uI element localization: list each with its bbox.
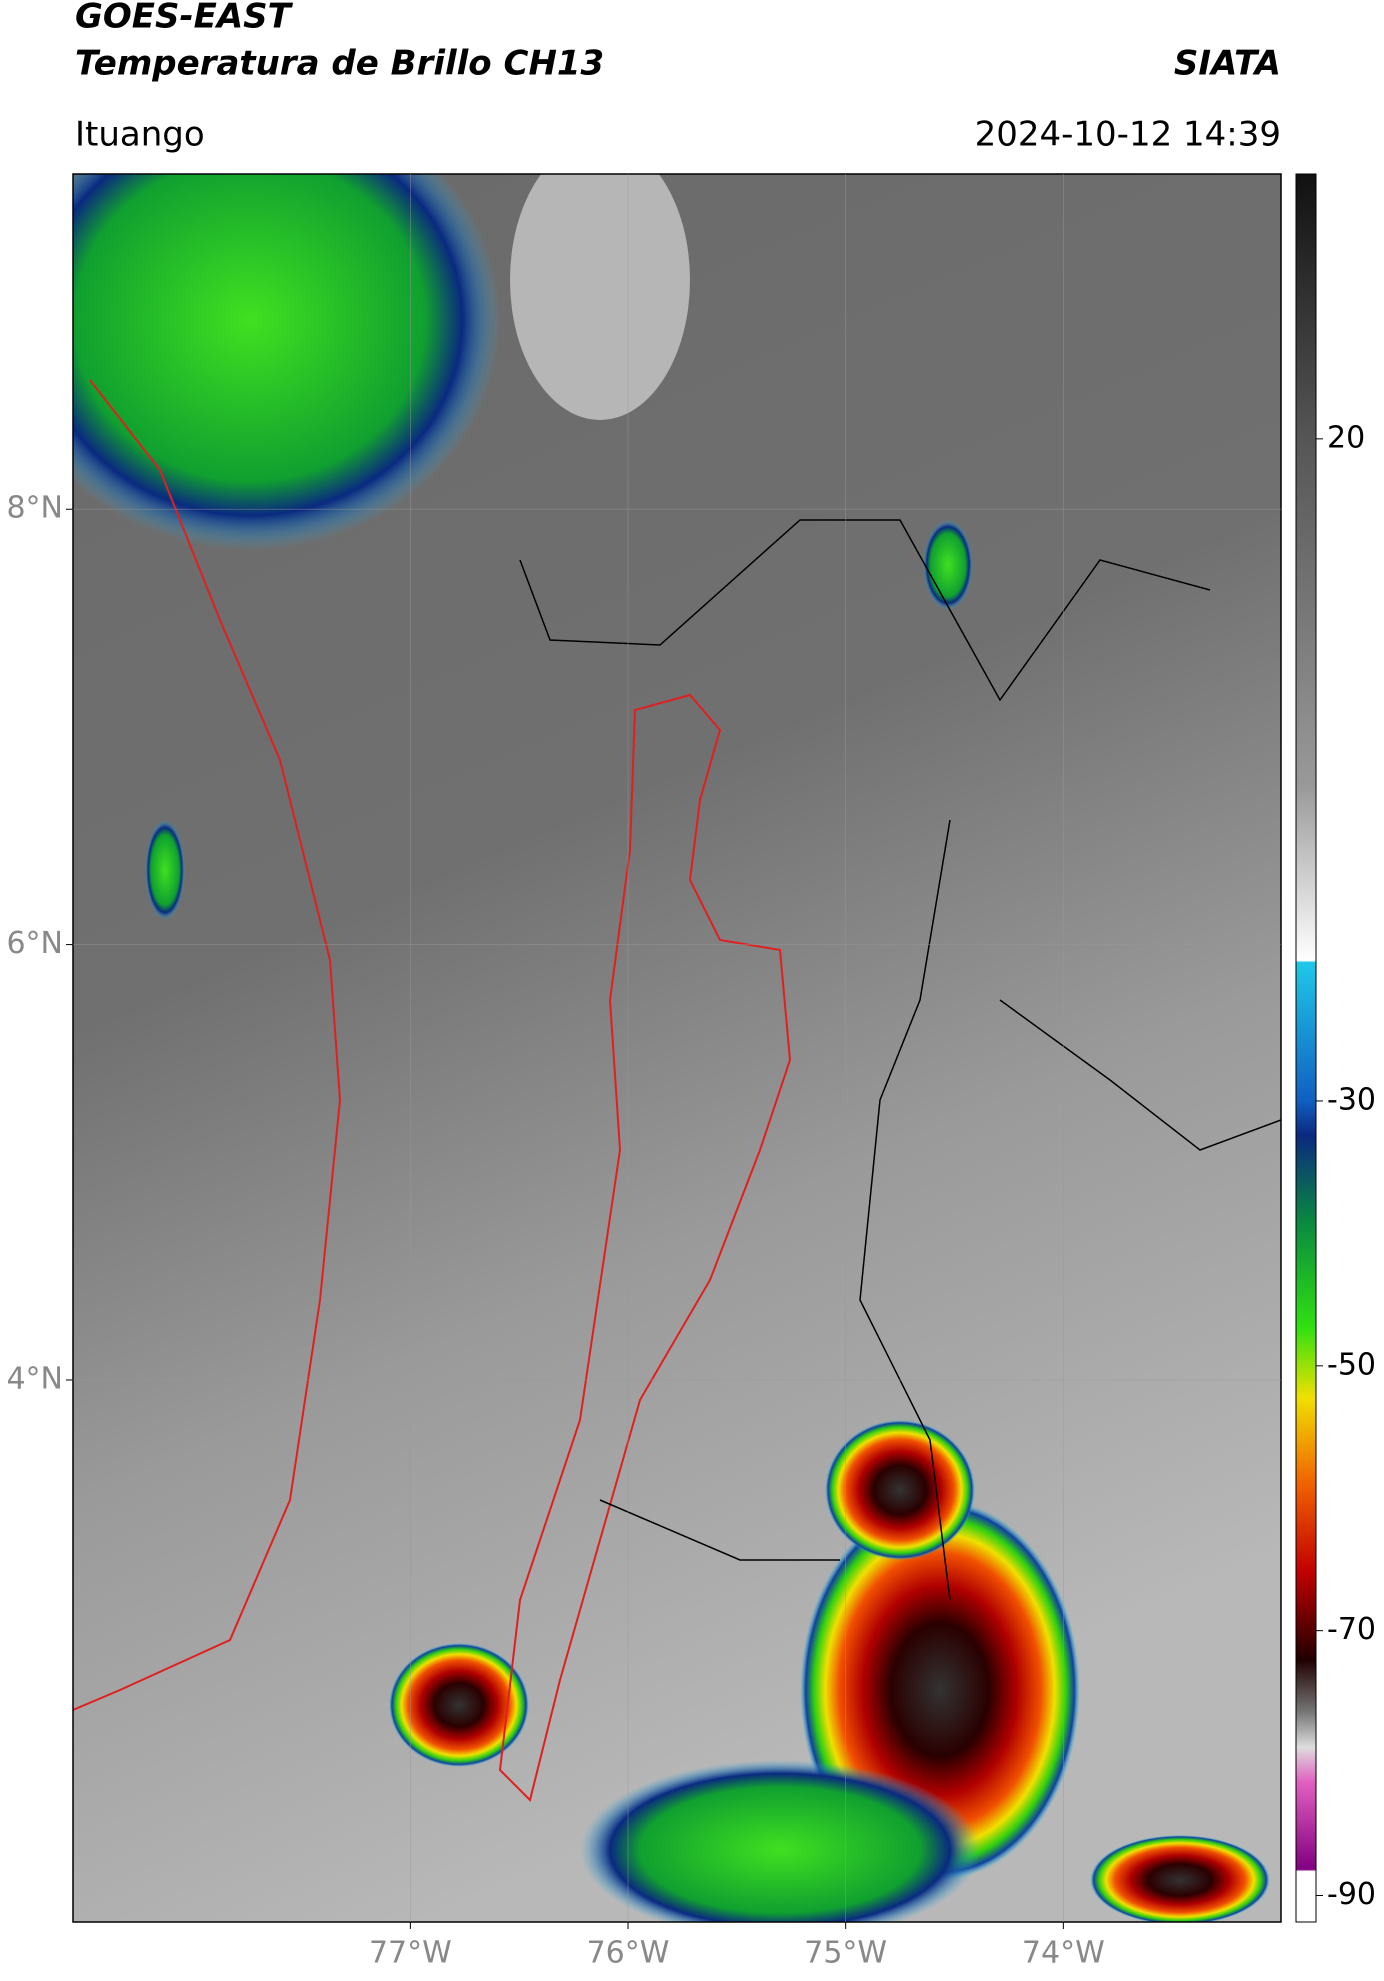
- x-tick-label: 76°W: [587, 1936, 670, 1971]
- colorbar-tick-label: -90: [1327, 1877, 1376, 1912]
- cloud: [73, 174, 500, 550]
- subtitle: Temperatura de Brillo CH13: [75, 44, 604, 84]
- colorbar-tick-label: -50: [1327, 1347, 1376, 1382]
- coastline: [73, 379, 342, 1711]
- cloud: [923, 520, 973, 610]
- storm: [389, 1643, 529, 1767]
- map-frame: [72, 173, 1282, 1923]
- storm: [1090, 1835, 1270, 1922]
- storm: [825, 1420, 975, 1560]
- x-tick-label: 77°W: [369, 1936, 452, 1971]
- colorbar: [1295, 173, 1317, 1923]
- datetime: 2024-10-12 14:39: [975, 115, 1281, 155]
- colorbar-tick-label: -70: [1327, 1612, 1376, 1647]
- region-border: [498, 693, 792, 1802]
- y-tick-label: 4°N: [6, 1361, 63, 1396]
- location: Ituango: [75, 115, 205, 155]
- source: SIATA: [1174, 44, 1281, 84]
- x-tick-label: 75°W: [804, 1936, 887, 1971]
- cloud: [510, 174, 690, 420]
- colorbar-tick-label: -30: [1327, 1082, 1376, 1117]
- colorbar-tick-label: 20: [1327, 420, 1365, 455]
- title: GOES-EAST: [75, 0, 294, 37]
- y-tick-label: 6°N: [6, 926, 63, 961]
- admin-border: [519, 519, 1281, 1601]
- cloud: [580, 1760, 980, 1922]
- map-image: [73, 174, 1281, 1922]
- x-tick-label: 74°W: [1022, 1936, 1105, 1971]
- y-tick-label: 8°N: [6, 491, 63, 526]
- cloud: [145, 820, 185, 920]
